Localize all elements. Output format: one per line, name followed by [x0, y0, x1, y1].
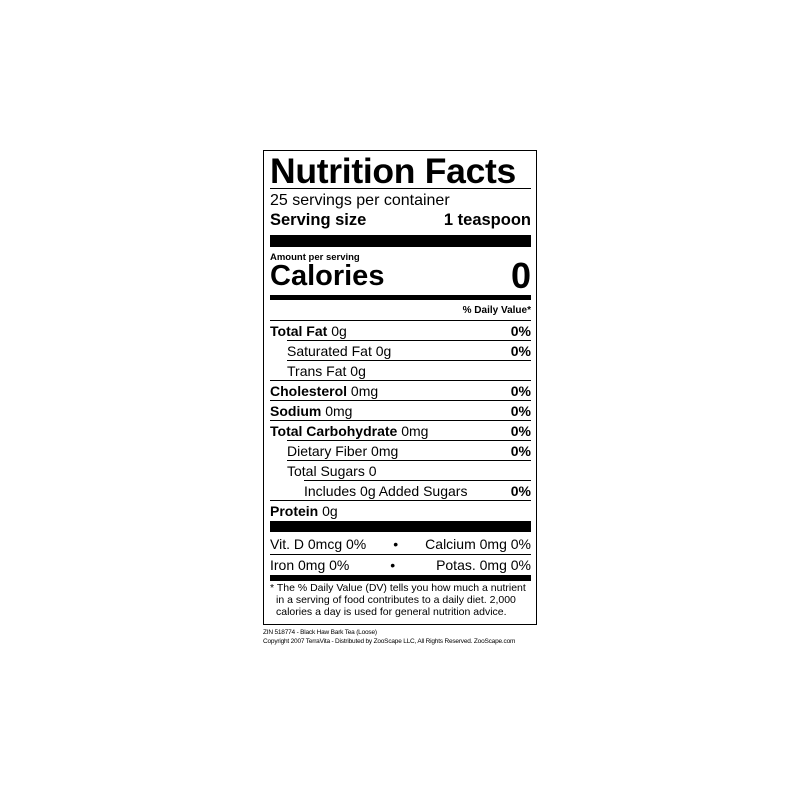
vitamin-row: Iron 0mg 0% • Potas. 0mg 0% [270, 557, 531, 573]
nutrient-row: Total Sugars 0 [287, 460, 531, 480]
label-title: Nutrition Facts [270, 151, 516, 191]
amount-per-serving: Amount per serving [270, 252, 360, 263]
calories-label: Calories [270, 260, 385, 292]
calories-value: 0 [510, 255, 531, 296]
nutrient-row: Total Carbohydrate 0mg 0% [270, 420, 531, 440]
copyright-line: Copyright 2007 TerraVita - Distributed b… [263, 638, 516, 645]
divider [270, 554, 531, 555]
divider [270, 188, 531, 189]
nutrient-row: Includes 0g Added Sugars 0% [304, 480, 531, 500]
serving-size-label: Serving size [270, 211, 367, 229]
medium-divider [270, 295, 531, 300]
thick-divider [270, 521, 531, 532]
nutrient-row: Saturated Fat 0g 0% [287, 340, 531, 360]
nutrient-row: Trans Fat 0g [287, 360, 531, 380]
serving-size: Serving size 1 teaspoon [270, 209, 531, 231]
nutrient-row: Dietary Fiber 0mg 0% [287, 440, 531, 460]
nutrient-row: Sodium 0mg 0% [270, 400, 531, 420]
servings-per-container: 25 servings per container [270, 192, 450, 209]
product-line: ZIN 518774 - Black Haw Bark Tea (Loose) [263, 629, 377, 636]
nutrient-row: Protein 0g [270, 500, 531, 520]
thick-divider [270, 235, 531, 247]
nutrient-row: Total Fat 0g 0% [270, 320, 531, 340]
serving-size-value: 1 teaspoon [443, 211, 531, 229]
vitamin-row: Vit. D 0mcg 0% • Calcium 0mg 0% [270, 536, 531, 552]
daily-value-header: % Daily Value* [462, 305, 531, 316]
nutrient-row: Cholesterol 0mg 0% [270, 380, 531, 400]
footnote: * The % Daily Value (DV) tells you how m… [270, 582, 526, 618]
nutrition-facts-label: Nutrition Facts 25 servings per containe… [263, 150, 537, 625]
medium-divider [270, 575, 531, 581]
calories-row: Calories 0 [270, 255, 531, 296]
